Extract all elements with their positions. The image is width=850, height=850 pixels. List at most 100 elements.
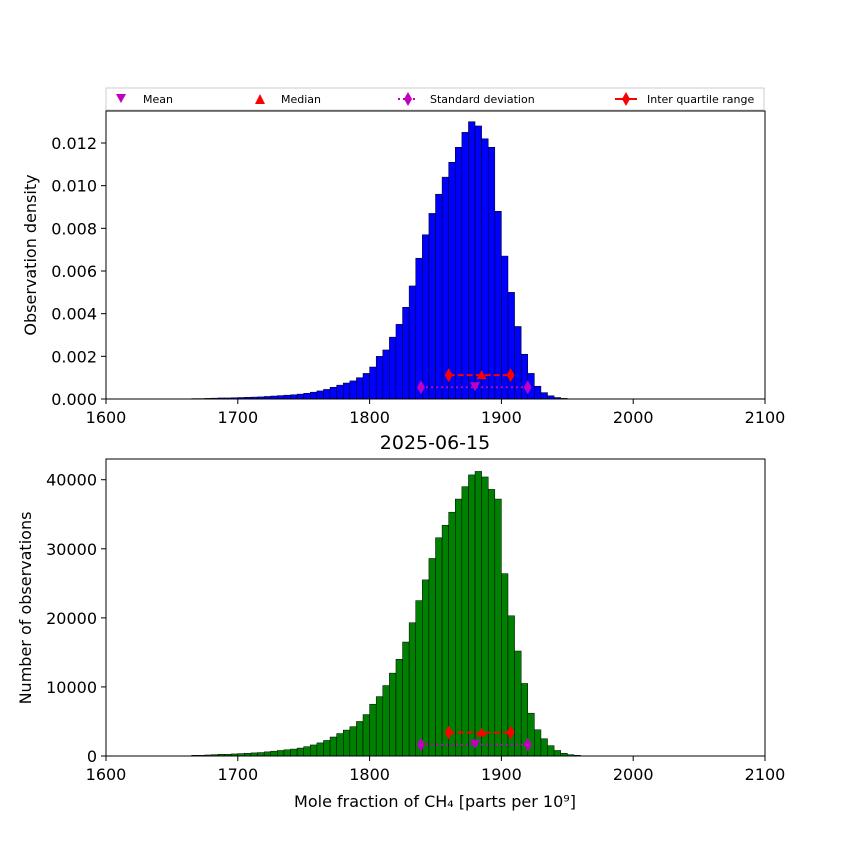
histogram-bar — [547, 745, 555, 757]
histogram-bar — [329, 736, 337, 757]
histogram-bar — [534, 729, 542, 757]
bottom-y-axis-label: Number of observations — [16, 512, 35, 705]
histogram-bar — [402, 307, 410, 400]
histogram-bar — [461, 486, 469, 757]
histogram-bar — [487, 147, 496, 400]
histogram-bar — [349, 380, 357, 400]
histogram-bar — [356, 377, 364, 400]
y-tick-label: 30000 — [46, 540, 97, 559]
y-ticks: 0 10000 20000 30000 40000 — [46, 471, 106, 766]
axes-frame — [105, 110, 766, 400]
x-tick-label: 2100 — [745, 408, 786, 427]
histogram-bar — [422, 579, 430, 757]
histogram-bar — [441, 176, 449, 400]
histogram-bar — [494, 211, 502, 400]
histogram-bar — [408, 285, 416, 400]
histogram-bar — [428, 558, 436, 757]
histogram-bar — [540, 392, 548, 400]
std-high-marker — [523, 380, 532, 395]
std-low-marker — [417, 737, 426, 752]
histogram-bar — [461, 132, 469, 400]
top-y-axis-label: Observation density — [21, 174, 40, 335]
histogram-bar — [448, 161, 456, 400]
histogram-bar — [257, 752, 265, 757]
histogram-bar — [501, 573, 509, 757]
std-legend-marker — [404, 92, 412, 106]
y-tick-label: 0.000 — [51, 390, 97, 409]
x-tick-label: 1800 — [349, 765, 390, 784]
histogram-bar — [342, 729, 351, 757]
histogram-bar — [402, 641, 410, 757]
y-tick-label: 20000 — [46, 609, 97, 628]
histogram-bar — [415, 600, 423, 757]
histogram-bar — [435, 537, 443, 757]
median-marker — [476, 370, 487, 380]
iqr-low-marker — [444, 368, 453, 383]
x-ticks: 1600 1700 1800 1900 2000 2100 — [86, 756, 785, 784]
histogram-bar — [349, 726, 357, 757]
bottom-chart-title: 2025-06-15 — [380, 432, 490, 454]
top-histogram: Observation density 1600 1700 1800 1900 2000… — [21, 110, 786, 427]
x-tick-label: 1800 — [349, 408, 390, 427]
histogram-bar — [316, 742, 324, 757]
y-tick-label: 0.010 — [51, 177, 97, 196]
histogram-bar — [356, 721, 364, 757]
histogram-bar — [514, 650, 522, 757]
histogram-bar — [408, 622, 416, 757]
x-tick-label: 1600 — [86, 765, 127, 784]
histogram-bar — [277, 750, 285, 757]
legend-label-mean: Mean — [143, 93, 173, 106]
x-tick-label: 2000 — [613, 408, 654, 427]
histogram-bar — [468, 121, 476, 400]
histogram-bar — [487, 489, 496, 757]
legend-entry-median: Median — [255, 93, 321, 106]
histogram-bar — [441, 525, 449, 757]
histogram-bar — [375, 696, 384, 757]
histogram-bars — [191, 121, 568, 400]
histogram-bar — [310, 391, 318, 400]
histogram-bar — [415, 257, 423, 400]
std-low-marker — [417, 380, 426, 395]
histogram-bar — [389, 672, 397, 757]
histogram-bar — [369, 703, 377, 757]
histogram-bar — [303, 392, 311, 400]
legend-entry-iqr: Inter quartile range — [615, 92, 754, 106]
mean-legend-marker — [116, 94, 126, 103]
iqr-high-marker — [506, 368, 515, 383]
histogram-bar — [290, 394, 298, 400]
histogram-bar — [362, 373, 370, 400]
mean-marker — [470, 382, 481, 392]
y-tick-label: 40000 — [46, 471, 97, 490]
x-tick-label: 1600 — [86, 408, 127, 427]
histogram-bar — [290, 748, 298, 757]
histogram-bar — [310, 744, 318, 757]
legend-label-iqr: Inter quartile range — [647, 93, 754, 106]
legend-label-std: Standard deviation — [430, 93, 535, 106]
histogram-bar — [455, 498, 463, 757]
histogram-bar — [336, 384, 344, 400]
y-tick-label: 0.012 — [51, 134, 97, 153]
histogram-bar — [362, 714, 370, 757]
legend-entry-std: Standard deviation — [398, 92, 535, 106]
histogram-bar — [534, 385, 542, 400]
statistics-markers — [417, 725, 532, 752]
histogram-bar — [474, 125, 482, 400]
histogram-bar — [395, 659, 403, 757]
histogram-bar — [501, 255, 509, 400]
iqr-high-marker — [506, 725, 515, 740]
std-high-marker — [523, 737, 532, 752]
x-tick-label: 1900 — [481, 765, 522, 784]
mean-marker — [470, 739, 481, 749]
histogram-bar — [270, 750, 278, 757]
histogram-bar — [428, 213, 436, 400]
histogram-bar — [553, 750, 561, 757]
histogram-bar — [323, 389, 331, 400]
histogram-bar — [507, 292, 515, 400]
y-tick-label: 0.004 — [51, 305, 97, 324]
y-ticks: 0.000 0.002 0.004 0.006 0.008 0.010 0.012 — [51, 134, 106, 409]
median-legend-marker — [255, 94, 265, 104]
histogram-bar — [329, 387, 337, 400]
histogram-bar — [263, 751, 272, 757]
bottom-x-axis-label: Mole fraction of CH₄ [parts per 10⁹] — [294, 792, 576, 811]
